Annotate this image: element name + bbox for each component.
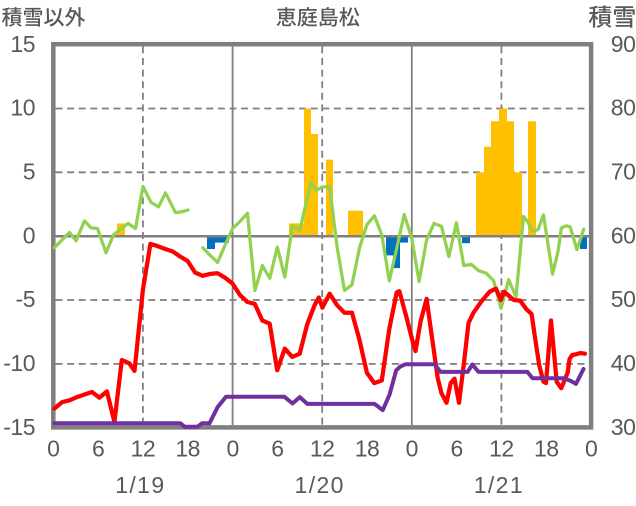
svg-text:18: 18 (355, 436, 380, 462)
svg-text:0: 0 (23, 222, 35, 248)
svg-text:-10: -10 (3, 350, 35, 376)
svg-text:10: 10 (10, 95, 35, 121)
svg-text:-15: -15 (3, 414, 35, 440)
svg-text:60: 60 (611, 222, 636, 248)
svg-text:0: 0 (406, 436, 418, 462)
svg-text:18: 18 (534, 436, 559, 462)
svg-text:80: 80 (611, 95, 636, 121)
svg-text:12: 12 (489, 436, 514, 462)
svg-text:70: 70 (611, 159, 636, 185)
svg-text:0: 0 (226, 436, 238, 462)
svg-text:6: 6 (450, 436, 462, 462)
svg-text:6: 6 (271, 436, 283, 462)
svg-text:18: 18 (175, 436, 200, 462)
svg-text:-5: -5 (16, 286, 35, 312)
svg-text:1/19: 1/19 (115, 472, 165, 498)
svg-text:6: 6 (92, 436, 104, 462)
svg-text:5: 5 (23, 159, 35, 185)
svg-text:0: 0 (47, 436, 59, 462)
svg-text:12: 12 (131, 436, 156, 462)
svg-text:12: 12 (310, 436, 335, 462)
svg-text:0: 0 (585, 436, 597, 462)
svg-text:15: 15 (10, 31, 35, 57)
svg-text:1/21: 1/21 (474, 472, 524, 498)
svg-text:50: 50 (611, 286, 636, 312)
svg-text:90: 90 (611, 31, 636, 57)
svg-text:1/20: 1/20 (295, 472, 345, 498)
svg-text:30: 30 (611, 414, 636, 440)
svg-text:40: 40 (611, 350, 636, 376)
